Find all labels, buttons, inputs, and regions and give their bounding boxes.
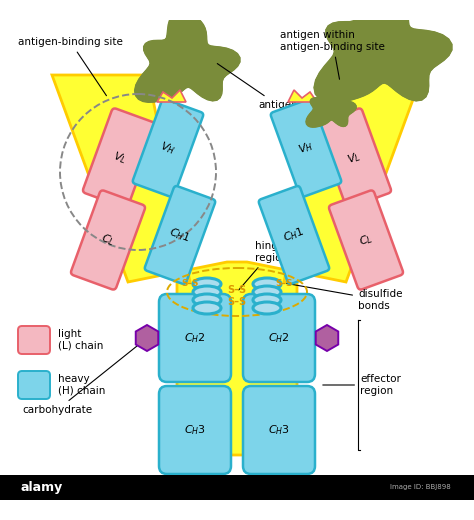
Text: S–S: S–S xyxy=(228,297,246,307)
FancyBboxPatch shape xyxy=(18,326,50,354)
FancyBboxPatch shape xyxy=(243,294,315,382)
Text: $C_L$: $C_L$ xyxy=(357,231,375,249)
Text: effector
region: effector region xyxy=(323,374,401,396)
FancyBboxPatch shape xyxy=(18,371,50,399)
Text: Image ID: BBJ898: Image ID: BBJ898 xyxy=(390,484,451,490)
Text: hinge
region: hinge region xyxy=(239,241,288,290)
FancyBboxPatch shape xyxy=(259,186,329,284)
Polygon shape xyxy=(306,83,356,127)
Text: heavy
(H) chain: heavy (H) chain xyxy=(58,374,105,396)
Polygon shape xyxy=(157,90,186,102)
FancyBboxPatch shape xyxy=(133,99,203,197)
Text: $C_H3$: $C_H3$ xyxy=(184,423,206,437)
Ellipse shape xyxy=(193,302,221,314)
Ellipse shape xyxy=(253,286,281,298)
FancyBboxPatch shape xyxy=(71,190,145,290)
Text: $C_H1$: $C_H1$ xyxy=(282,225,307,245)
Text: carbohydrate: carbohydrate xyxy=(22,340,145,415)
Text: $C_H2$: $C_H2$ xyxy=(268,331,290,345)
Text: $V_H$: $V_H$ xyxy=(158,139,178,157)
Ellipse shape xyxy=(253,294,281,306)
Polygon shape xyxy=(52,75,422,455)
FancyBboxPatch shape xyxy=(83,109,157,207)
Ellipse shape xyxy=(193,278,221,290)
Text: antigen: antigen xyxy=(217,63,298,110)
Polygon shape xyxy=(135,10,240,102)
Text: $C_H2$: $C_H2$ xyxy=(184,331,206,345)
Text: $C_H1$: $C_H1$ xyxy=(167,225,192,245)
Polygon shape xyxy=(288,90,317,102)
Text: antigen within
antigen-binding site: antigen within antigen-binding site xyxy=(280,30,385,79)
Bar xyxy=(0,475,474,500)
FancyBboxPatch shape xyxy=(271,99,341,197)
Text: $C_L$: $C_L$ xyxy=(99,231,117,249)
Text: disulfide
bonds: disulfide bonds xyxy=(287,283,402,311)
Text: $V_L$: $V_L$ xyxy=(346,149,363,167)
Text: S–S: S–S xyxy=(275,279,293,288)
Text: light
(L) chain: light (L) chain xyxy=(58,329,103,351)
FancyBboxPatch shape xyxy=(243,386,315,474)
FancyBboxPatch shape xyxy=(159,294,231,382)
Ellipse shape xyxy=(193,286,221,298)
Text: $C_H3$: $C_H3$ xyxy=(268,423,290,437)
Polygon shape xyxy=(314,0,452,103)
Ellipse shape xyxy=(253,278,281,290)
FancyBboxPatch shape xyxy=(145,186,215,284)
Ellipse shape xyxy=(253,302,281,314)
FancyBboxPatch shape xyxy=(317,109,391,207)
Text: S–S: S–S xyxy=(181,279,199,288)
Text: antigen-binding site: antigen-binding site xyxy=(18,37,123,96)
FancyBboxPatch shape xyxy=(159,386,231,474)
Ellipse shape xyxy=(193,294,221,306)
Text: $V_H$: $V_H$ xyxy=(296,139,316,157)
Text: alamy: alamy xyxy=(20,480,62,493)
Text: S–S: S–S xyxy=(228,285,246,295)
FancyBboxPatch shape xyxy=(329,190,403,290)
Text: $V_L$: $V_L$ xyxy=(111,149,128,167)
